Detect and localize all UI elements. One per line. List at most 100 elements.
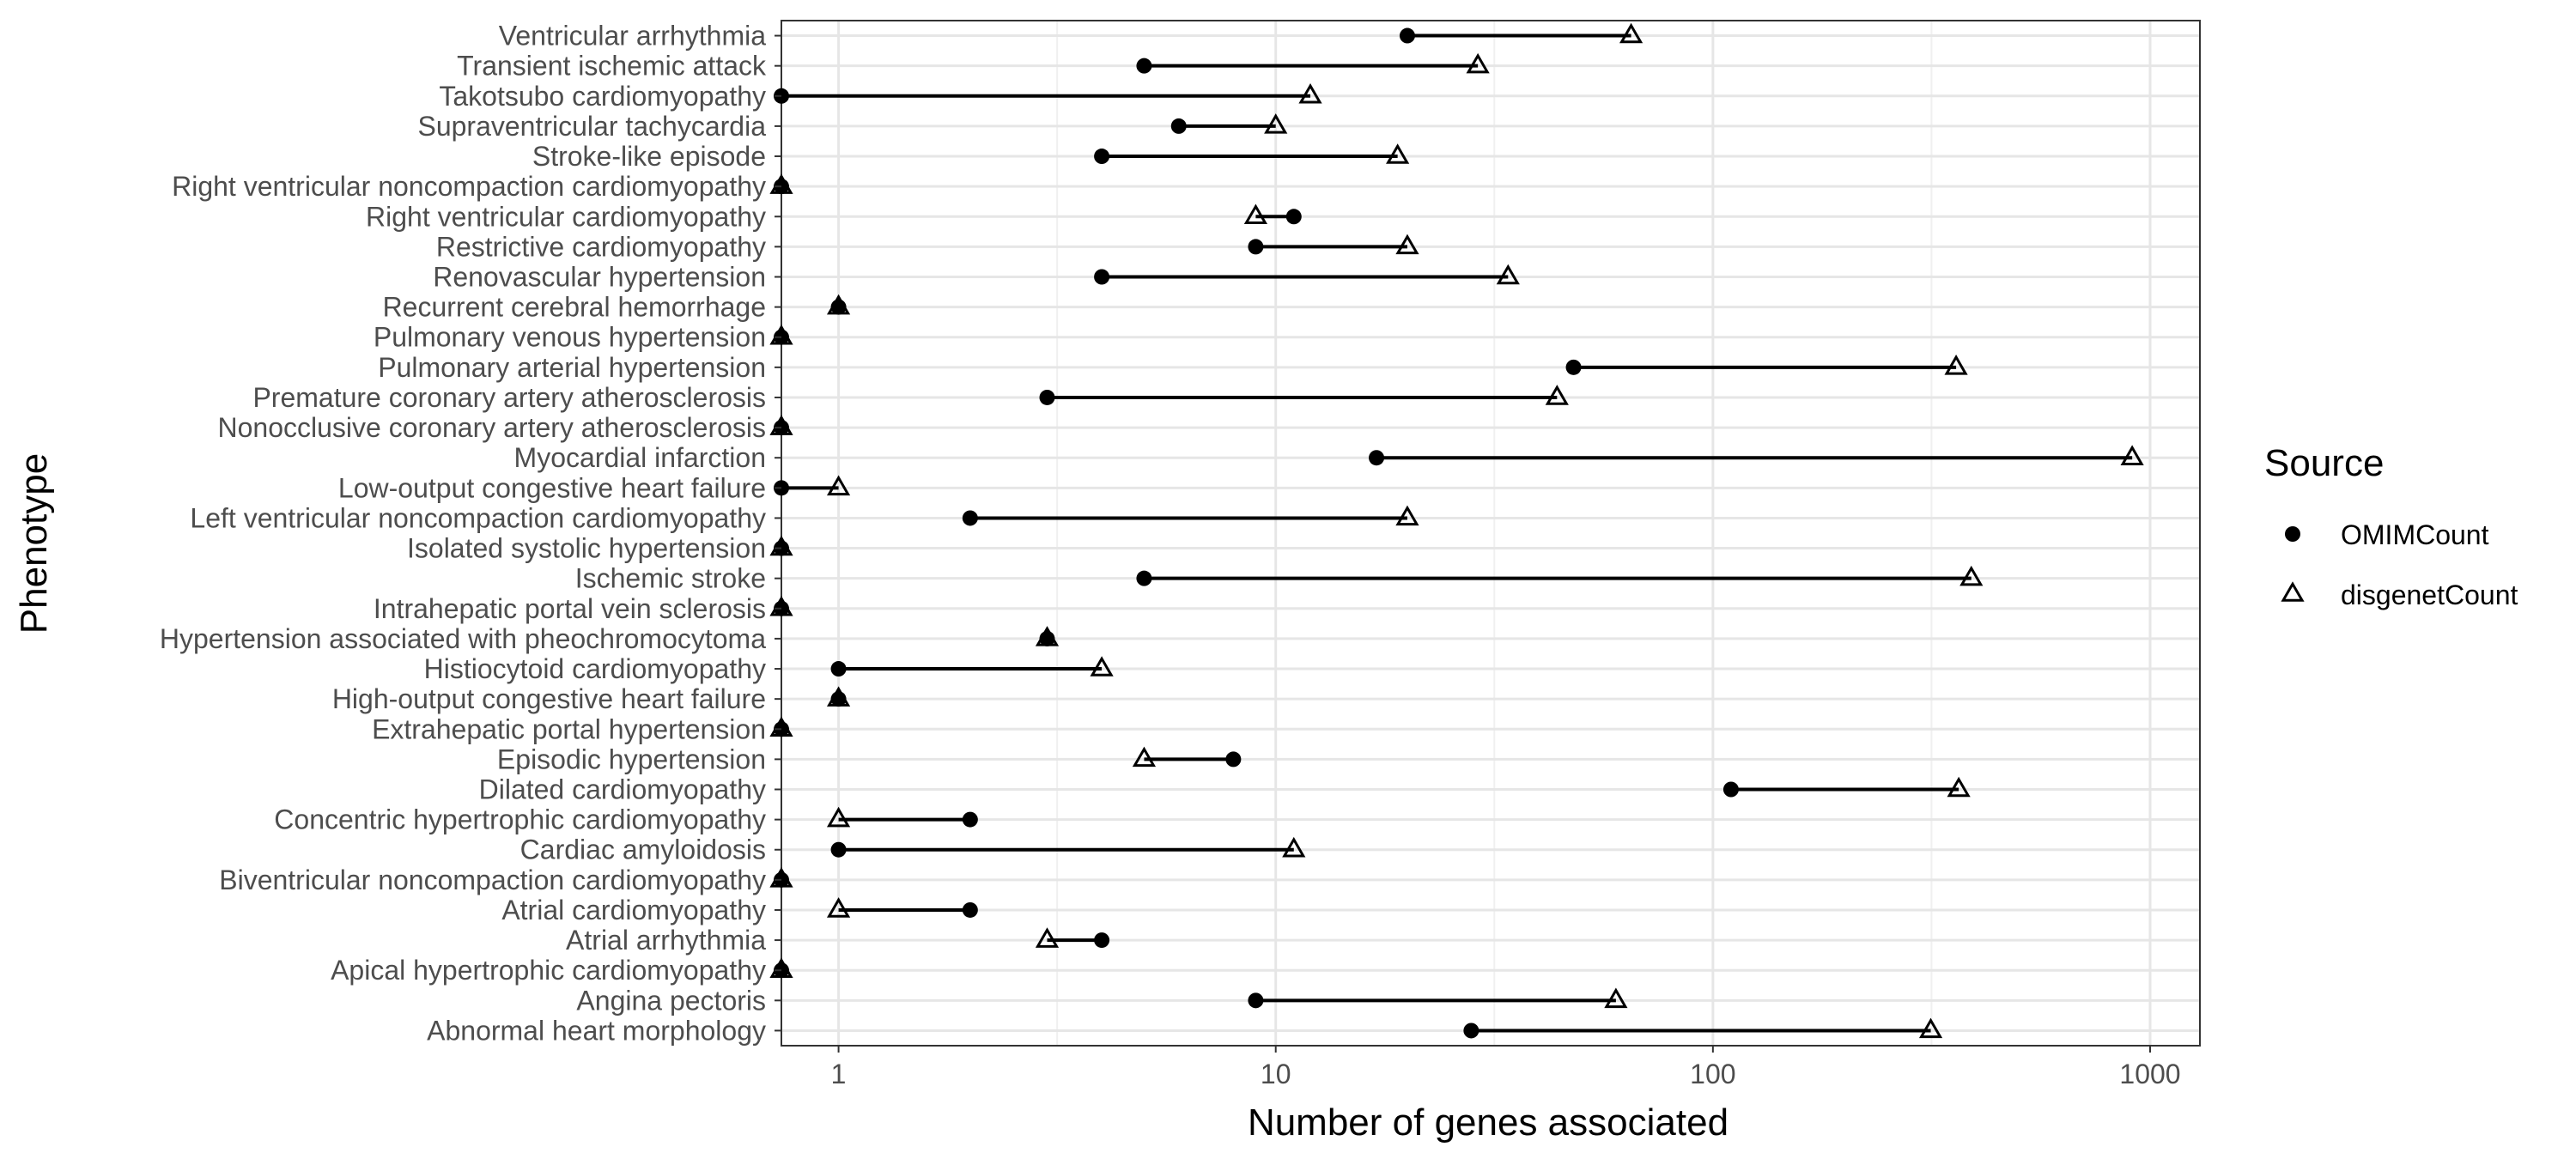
omim-point: [962, 901, 978, 918]
y-tick-label: Nonocclusive coronary artery atheroscler…: [218, 412, 766, 443]
disgenet-point: [826, 294, 851, 315]
y-tick-label: Supraventricular tachycardia: [417, 111, 766, 142]
y-tick-label: High-output congestive heart failure: [332, 683, 766, 714]
disgenet-point: [769, 867, 793, 888]
omim-point: [1225, 751, 1242, 768]
omim-point: [1039, 389, 1055, 405]
disgenet-point: [1386, 143, 1410, 164]
disgenet-point: [1918, 1017, 1943, 1039]
omim-point: [1399, 27, 1415, 44]
y-tick-label: Low-output congestive heart failure: [338, 472, 766, 503]
y-tick-label: Right ventricular cardiomyopathy: [366, 201, 766, 232]
omim-point: [1463, 1022, 1479, 1039]
disgenet-point: [826, 897, 851, 918]
disgenet-point: [769, 716, 793, 737]
y-tick-label: Renovascular hypertension: [433, 262, 766, 293]
legend: Source OMIMCount disgenetCount: [2264, 442, 2518, 610]
disgenet-point: [1947, 776, 1971, 798]
y-tick-label: Isolated systolic hypertension: [407, 533, 766, 564]
y-tick-label: Recurrent cerebral hemorrhage: [383, 292, 766, 323]
disgenet-point: [1496, 264, 1520, 285]
omim-point: [1136, 570, 1152, 586]
x-tick-label: 1000: [2119, 1059, 2180, 1089]
y-tick-label: Pulmonary arterial hypertension: [378, 352, 766, 383]
y-tick-label: Angina pectoris: [576, 985, 766, 1016]
disgenet-point: [1264, 113, 1288, 134]
disgenet-point: [1466, 52, 1490, 74]
disgenet-point: [769, 173, 793, 194]
y-tick-label: Extrahepatic portal hypertension: [372, 713, 766, 744]
y-tick-label: Cardiac amyloidosis: [520, 834, 766, 865]
y-tick-label: Premature coronary artery atherosclerosi…: [252, 382, 766, 413]
y-tick-label: Transient ischemic attack: [457, 51, 767, 82]
disgenet-point: [1395, 505, 1419, 526]
disgenet-point: [2120, 445, 2144, 465]
y-tick-label: Episodic hypertension: [497, 743, 766, 774]
disgenet-point: [1395, 234, 1419, 255]
legend-key-triangle-icon: [2281, 581, 2305, 602]
y-tick-label: Ventricular arrhythmia: [499, 21, 766, 52]
disgenet-point: [1604, 987, 1628, 1009]
legend-label: disgenetCount: [2341, 580, 2518, 610]
y-tick-label: Restrictive cardiomyopathy: [436, 231, 766, 262]
y-tick-label: Stroke-like episode: [532, 141, 766, 172]
omim-point: [1094, 269, 1110, 285]
x-axis-title: Number of genes associated: [1248, 1101, 1728, 1144]
y-axis-title: Phenotype: [13, 453, 55, 634]
disgenet-point: [769, 324, 793, 345]
disgenet-point: [1619, 22, 1643, 44]
disgenet-point: [1035, 927, 1060, 948]
legend-items: OMIMCount disgenetCount: [2281, 519, 2518, 610]
omim-point: [1285, 209, 1302, 225]
y-tick-label: Myocardial infarction: [514, 442, 766, 473]
x-tick-label: 100: [1690, 1059, 1735, 1089]
y-tick-label: Takotsubo cardiomyopathy: [439, 81, 766, 112]
y-tick-label: Histiocytoid cardiomyopathy: [424, 653, 766, 684]
legend-label: OMIMCount: [2341, 519, 2489, 550]
disgenet-point: [826, 686, 851, 707]
omim-point: [1369, 450, 1385, 466]
omim-point: [1094, 932, 1110, 949]
omim-point: [962, 510, 978, 526]
disgenet-point: [1090, 656, 1114, 677]
disgenet-point: [1035, 626, 1060, 646]
x-tick-label: 1: [831, 1059, 847, 1089]
y-tick-label: Pulmonary venous hypertension: [374, 322, 766, 353]
omim-point: [1248, 992, 1264, 1009]
disgenet-point: [769, 595, 793, 616]
y-tick-label: Left ventricular noncompaction cardiomyo…: [190, 502, 766, 533]
disgenet-point: [769, 535, 793, 556]
dumbbell-segments: [781, 33, 2133, 1033]
omim-point: [1722, 781, 1739, 798]
y-tick-label: Atrial arrhythmia: [566, 925, 766, 956]
disgenet-point: [1959, 565, 1984, 586]
disgenet-point: [769, 415, 793, 435]
disgenet-point: [826, 806, 851, 828]
y-tick-label: Hypertension associated with pheochromoc…: [160, 623, 766, 654]
y-tick-label: Right ventricular noncompaction cardiomy…: [172, 171, 766, 202]
disgenet-point: [1545, 385, 1569, 405]
omim-point: [1170, 118, 1187, 134]
y-tick-label: Concentric hypertrophic cardiomyopathy: [274, 804, 766, 835]
disgenet-point: [1298, 82, 1322, 104]
omim-point: [962, 811, 978, 828]
x-tick-label: 10: [1261, 1059, 1291, 1089]
omim-point: [1094, 149, 1110, 165]
disgenet-point: [1243, 203, 1268, 225]
y-tick-label: Abnormal heart morphology: [427, 1015, 766, 1046]
disgenet-point: [1282, 836, 1306, 858]
omim-point: [1248, 239, 1264, 255]
omim-point: [1565, 359, 1582, 375]
y-tick-label: Atrial cardiomyopathy: [501, 895, 766, 925]
y-tick-label: Dilated cardiomyopathy: [479, 774, 766, 805]
disgenet-point: [1944, 355, 1968, 375]
panel-border: [781, 20, 2201, 1047]
disgenet-point: [769, 957, 793, 978]
y-tick-label: Biventricular noncompaction cardiomyopat…: [219, 865, 766, 895]
disgenet-point: [826, 475, 851, 496]
y-tick-label: Ischemic stroke: [575, 563, 766, 594]
legend-title: Source: [2264, 442, 2384, 484]
y-tick-label: Apical hypertrophic cardiomyopathy: [331, 955, 766, 986]
